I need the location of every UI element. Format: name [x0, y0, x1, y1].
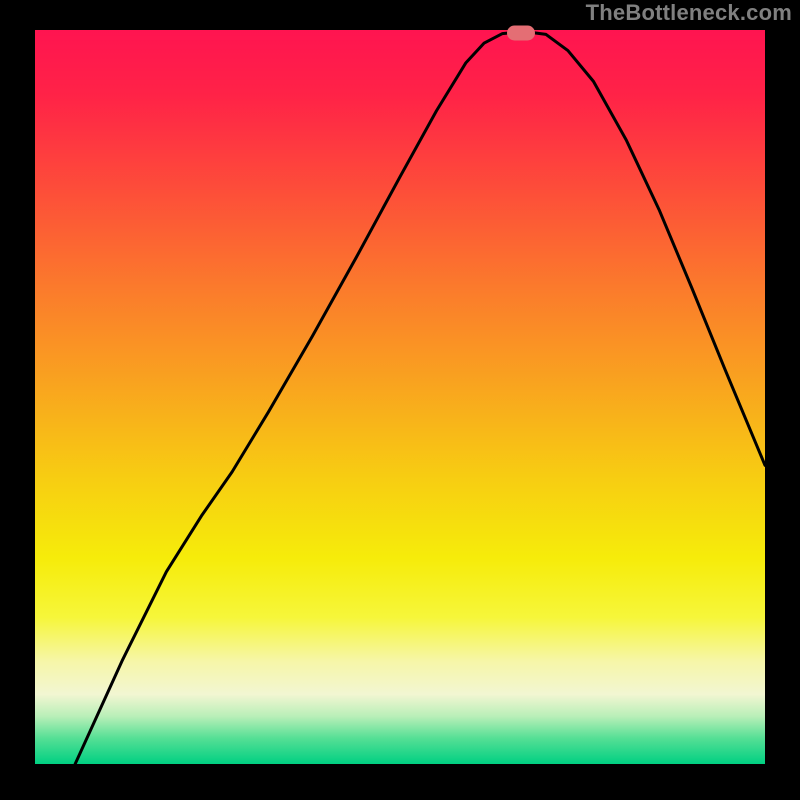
optimal-marker [507, 25, 535, 40]
plot-area [35, 30, 765, 764]
watermark-text: TheBottleneck.com [586, 0, 792, 26]
curve-layer [35, 30, 765, 764]
chart-stage: TheBottleneck.com [0, 0, 800, 800]
bottleneck-curve [75, 31, 765, 764]
